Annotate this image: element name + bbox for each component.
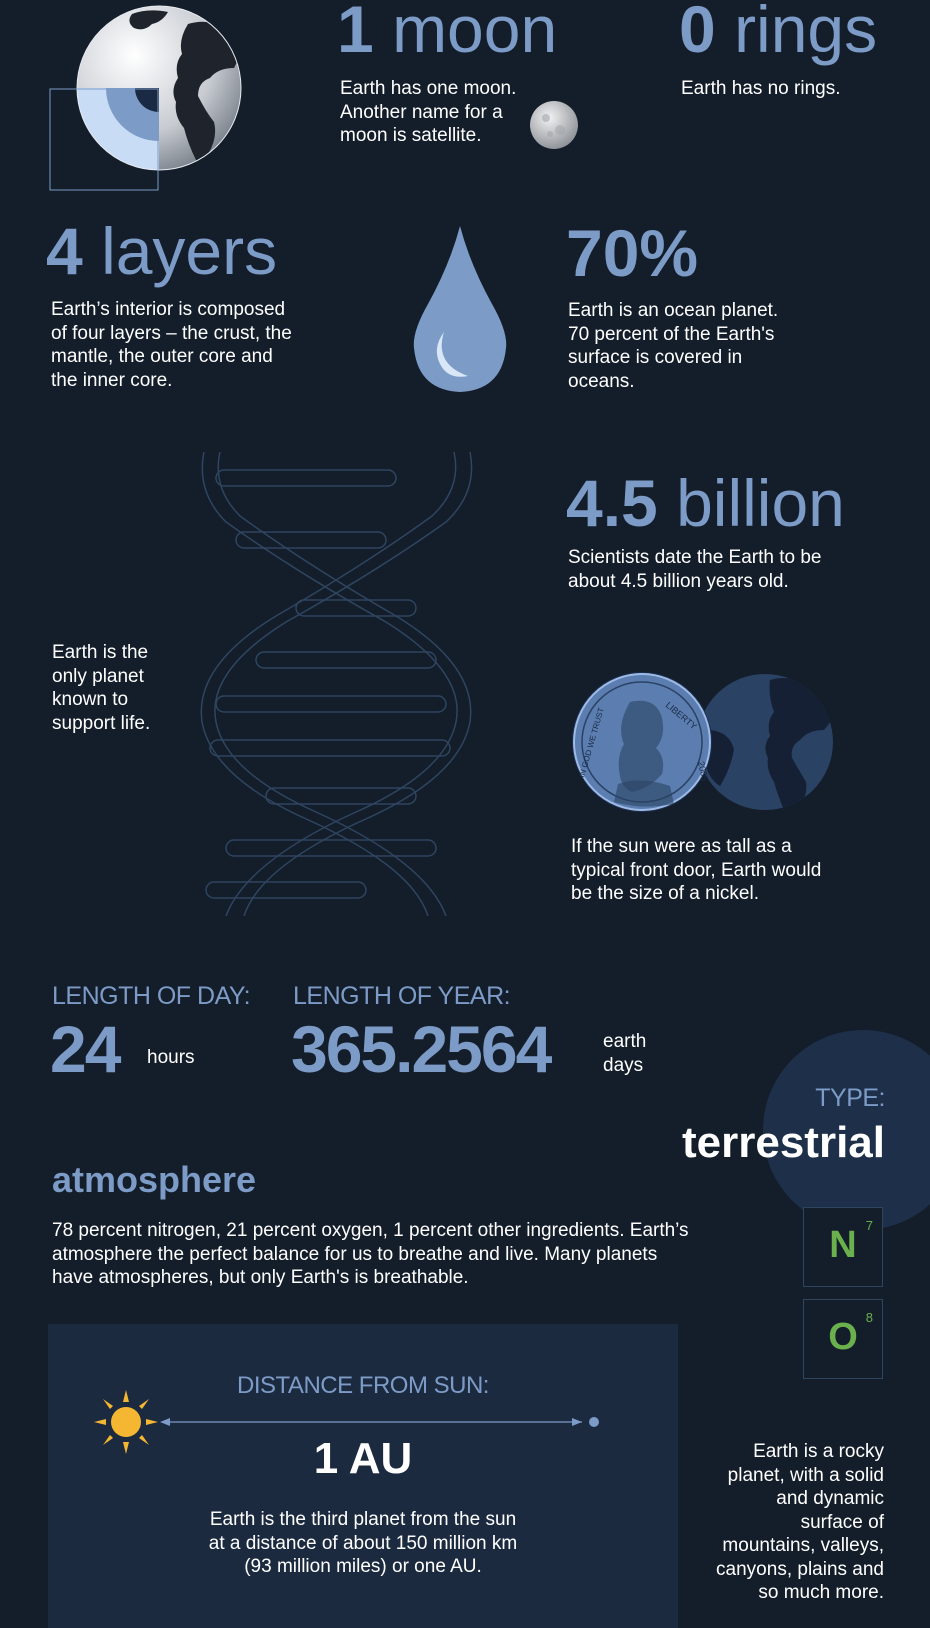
element-symbol: O [828, 1316, 858, 1358]
ocean-percent: 70% [566, 216, 699, 290]
coin-year-text: 2005 [696, 760, 710, 782]
element-tile-nitrogen: N 7 [803, 1207, 883, 1287]
element-number: 8 [865, 1310, 873, 1325]
moon-count-number: 1 [337, 0, 374, 66]
element-symbol: N [829, 1224, 857, 1266]
water-drop-icon [413, 226, 507, 392]
moon-count-unit: moon [392, 0, 558, 66]
moon-count: 1 moon [337, 0, 557, 64]
earth-age-unit: billion [676, 466, 845, 540]
ocean-description: Earth is an ocean planet. 70 percent of … [568, 300, 779, 392]
moon-description: Earth has one moon. Another name for a m… [340, 78, 517, 146]
moon-icon [530, 101, 578, 149]
day-length-unit: hours [147, 1047, 195, 1068]
earth-age-number: 4.5 [566, 466, 658, 540]
dna-helix-illustration [200, 452, 473, 916]
age-description: Scientists date the Earth to be about 4.… [568, 547, 822, 592]
year-length-value: 365.2564 [291, 1012, 552, 1086]
sun-icon [94, 1390, 158, 1454]
distance-arrow [160, 1417, 599, 1427]
ring-description: Earth has no rings. [681, 78, 841, 99]
type-backdrop-circle [763, 1030, 930, 1230]
layer-count: 4 layers [46, 216, 277, 286]
type-value: terrestrial [681, 1118, 885, 1167]
year-length-unit-line2: days [603, 1054, 644, 1076]
distance-value: 1 AU [313, 1434, 413, 1483]
rocky-description: Earth is a rocky planet, with a solid an… [716, 1441, 884, 1603]
distance-label: DISTANCE FROM SUN: [237, 1372, 489, 1399]
layer-count-unit: layers [101, 214, 278, 288]
layers-description: Earth’s interior is composed of four lay… [51, 299, 292, 391]
ring-count-number: 0 [679, 0, 716, 66]
element-number: 7 [865, 1218, 873, 1233]
day-length-value: 24 [50, 1012, 121, 1086]
distance-panel: DISTANCE FROM SUN: 1 AU Earth is the thi… [48, 1324, 678, 1628]
layer-count-number: 4 [46, 214, 83, 288]
year-length-label: LENGTH OF YEAR: [293, 982, 511, 1010]
atmosphere-description: 78 percent nitrogen, 21 percent oxygen, … [52, 1220, 689, 1288]
earth-layers-illustration [49, 5, 242, 191]
earth-age: 4.5 billion [566, 468, 845, 538]
ring-count-unit: rings [734, 0, 878, 66]
atmosphere-title: atmosphere [52, 1159, 257, 1200]
ring-count: 0 rings [679, 0, 877, 64]
year-length-unit-line1: earth [603, 1031, 647, 1052]
nickel-description: If the sun were as tall as a typical fro… [571, 836, 822, 904]
element-tile-oxygen: O 8 [803, 1299, 883, 1379]
day-length-label: LENGTH OF DAY: [52, 982, 251, 1010]
year-length-unit: earth days [603, 1030, 646, 1077]
distance-description: Earth is the third planet from the sun a… [208, 1509, 518, 1577]
life-description: Earth is the only planet known to suppor… [52, 642, 151, 734]
nickel-vs-earth-illustration: LIBERTY 2005 IN GOD WE TRUST [572, 672, 833, 812]
type-label: TYPE: [815, 1084, 885, 1112]
